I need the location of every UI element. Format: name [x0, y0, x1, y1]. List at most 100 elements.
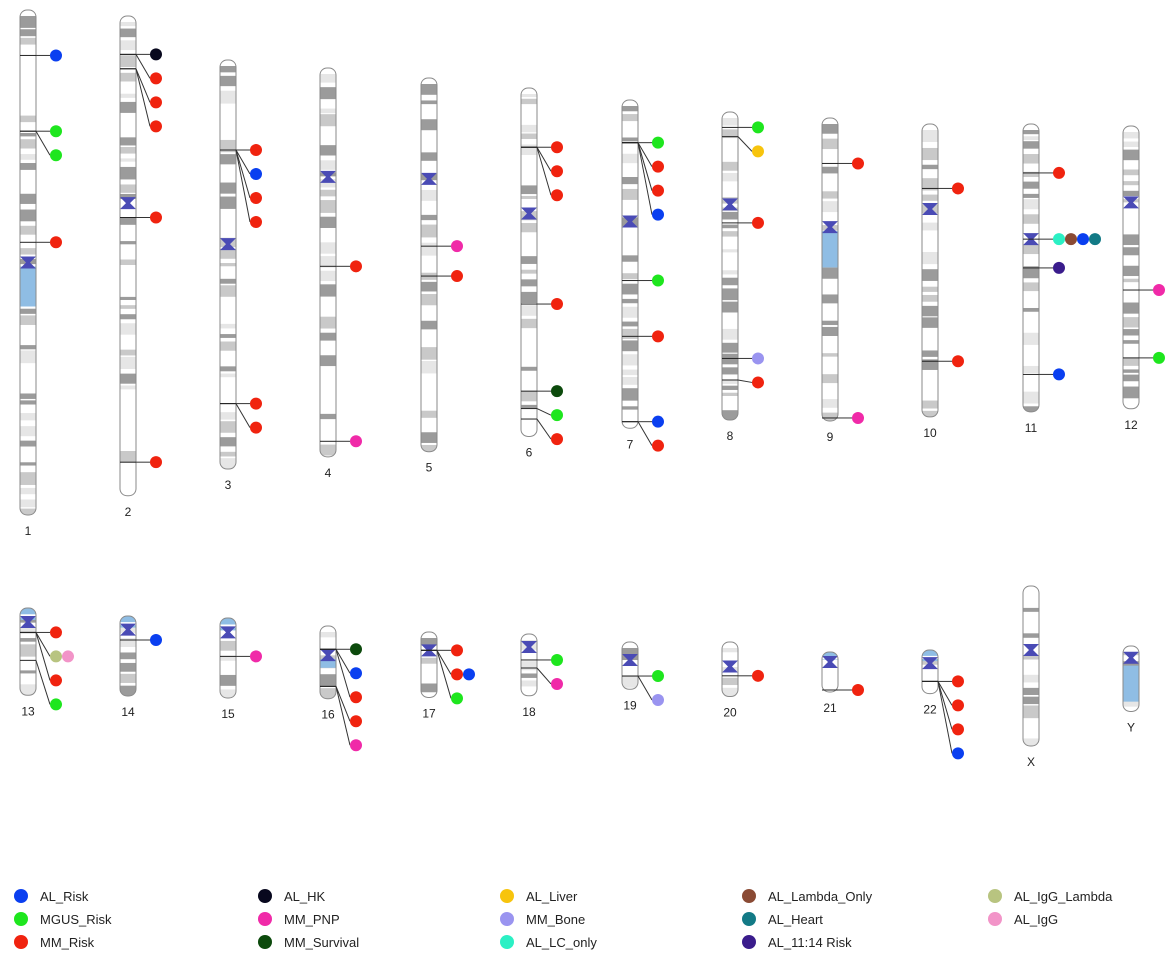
legend: AL_Risk MGUS_Risk MM_Risk AL_HK MM_PNP MM_Sur…: [0, 880, 1170, 960]
centromere: [521, 640, 537, 653]
chromosome-label: 3: [225, 478, 232, 492]
chromosome-outline: [119, 615, 137, 697]
chromosome-20: 20: [721, 641, 764, 720]
chromosome-label: 14: [121, 705, 135, 719]
chromosome-6: 6: [520, 87, 563, 459]
trait-marker: [752, 216, 764, 229]
centromere: [220, 626, 236, 639]
chromosome-outline: [219, 59, 237, 470]
trait-marker: [852, 683, 864, 696]
trait-marker: [952, 675, 964, 688]
chromosome-13: 13: [19, 607, 74, 718]
chromosome-label: 11: [1025, 421, 1038, 435]
chromosome-outline: [319, 625, 337, 700]
chromosome-15: 15: [219, 617, 262, 721]
chromosome-label: 21: [823, 701, 837, 715]
locus-connector: [637, 142, 653, 215]
trait-marker: [1153, 284, 1165, 297]
trait-marker: [652, 136, 664, 149]
chromosome-outline: [1022, 585, 1040, 747]
legend-swatch: [988, 889, 1002, 903]
chromosome-label: 7: [627, 437, 634, 451]
locus-connector: [637, 675, 653, 701]
chromosome-outline: [520, 87, 538, 437]
trait-marker: [451, 692, 463, 705]
trait-marker: [852, 411, 864, 424]
centromere: [922, 657, 938, 670]
trait-marker: [752, 376, 764, 389]
locus-connector: [737, 379, 753, 383]
chromosome-label: 22: [923, 703, 937, 717]
legend-item: AL_Risk: [14, 886, 88, 906]
locus-connector: [937, 681, 953, 706]
chromosome-outline: [19, 9, 37, 516]
legend-swatch: [258, 935, 272, 949]
legend-label: AL_LC_only: [526, 934, 597, 950]
centromere: [120, 197, 136, 210]
trait-marker: [50, 49, 62, 62]
trait-marker: [752, 121, 764, 134]
trait-marker: [952, 747, 964, 760]
locus-connector: [335, 649, 351, 698]
trait-marker: [451, 270, 463, 283]
trait-marker: [652, 208, 664, 221]
locus-connector: [536, 408, 552, 416]
locus-connector: [436, 650, 452, 699]
chromosome-label: 16: [321, 708, 335, 722]
locus-connector: [637, 142, 653, 167]
legend-swatch: [14, 889, 28, 903]
chromosome-3: 3: [219, 59, 262, 492]
centromere: [20, 615, 36, 628]
trait-marker: [551, 298, 563, 311]
trait-marker: [350, 667, 362, 680]
chromosome-label: 18: [522, 705, 536, 719]
chromosome-12: 12: [1122, 125, 1165, 432]
trait-marker: [652, 694, 664, 707]
trait-marker: [350, 739, 362, 752]
centromere: [20, 256, 36, 269]
chromosome-label: 19: [623, 698, 637, 712]
centromere: [722, 660, 738, 673]
trait-marker: [50, 236, 62, 249]
chromosome-label: 12: [1124, 418, 1138, 432]
trait-marker: [952, 355, 964, 368]
legend-item: AL_Liver: [500, 886, 577, 906]
chromosome-outline: [721, 111, 739, 421]
centromere: [220, 238, 236, 251]
trait-marker: [250, 650, 262, 663]
trait-marker: [652, 160, 664, 173]
trait-marker: [752, 145, 764, 158]
chromosome-outline: [1122, 645, 1140, 712]
trait-marker: [652, 274, 664, 287]
chromosome-label: 4: [325, 466, 332, 480]
trait-marker: [551, 409, 563, 422]
trait-marker: [652, 330, 664, 343]
trait-marker: [150, 456, 162, 469]
locus-connector: [536, 667, 552, 685]
trait-marker: [551, 141, 563, 154]
trait-marker: [150, 96, 162, 109]
trait-marker: [150, 633, 162, 646]
chromosome-22: 22: [921, 649, 964, 760]
chromosome-outline: [621, 99, 639, 429]
locus-connector: [35, 130, 51, 156]
legend-label: AL_11:14 Risk: [768, 934, 852, 950]
locus-connector: [35, 632, 51, 681]
chromosome-1: 1: [19, 9, 62, 538]
legend-item: AL_LC_only: [500, 932, 597, 952]
legend-swatch: [500, 889, 514, 903]
legend-item: AL_Lambda_Only: [742, 886, 872, 906]
chromosome-label: 5: [426, 461, 433, 475]
centromere: [320, 170, 336, 183]
centromere: [922, 202, 938, 215]
trait-marker: [1077, 233, 1089, 246]
centromere: [622, 215, 638, 228]
legend-label: AL_Lambda_Only: [768, 888, 873, 904]
chromosome-label: 13: [21, 704, 35, 718]
trait-marker: [250, 191, 262, 204]
trait-marker: [62, 650, 74, 663]
locus-connector: [937, 681, 953, 754]
locus-connector: [436, 650, 452, 675]
locus-connector: [536, 418, 552, 440]
centromere: [722, 198, 738, 211]
